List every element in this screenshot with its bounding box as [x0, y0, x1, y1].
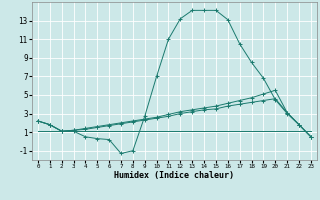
- X-axis label: Humidex (Indice chaleur): Humidex (Indice chaleur): [115, 171, 234, 180]
